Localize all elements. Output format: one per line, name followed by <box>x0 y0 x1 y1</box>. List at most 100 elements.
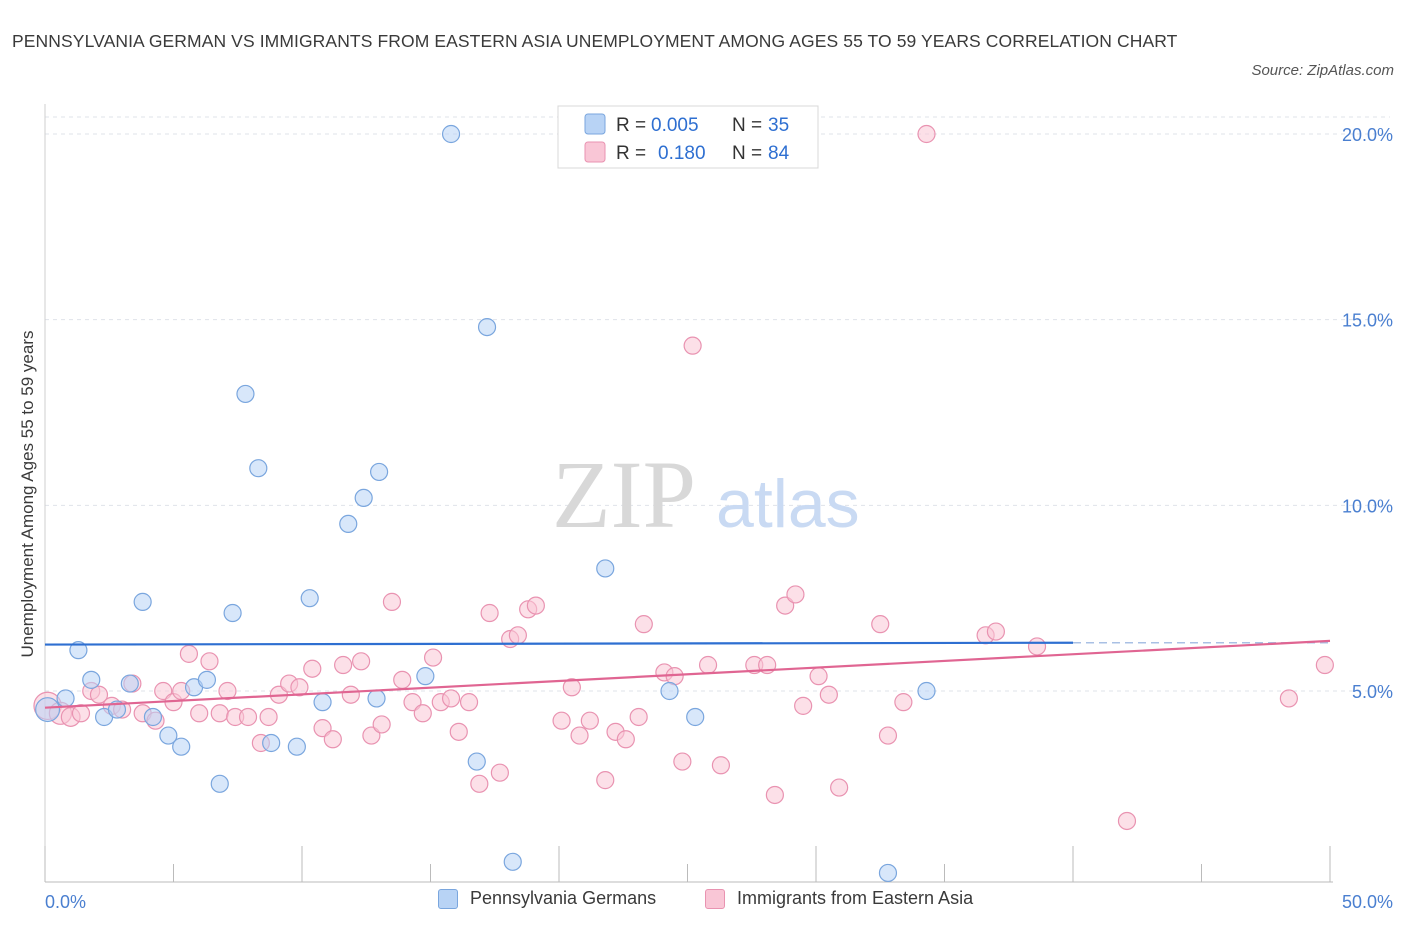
data-point[interactable] <box>580 711 599 730</box>
data-point[interactable] <box>552 711 571 730</box>
data-point[interactable] <box>629 707 648 727</box>
data-point[interactable] <box>133 592 152 611</box>
data-point[interactable] <box>416 667 435 686</box>
data-point[interactable] <box>179 644 199 663</box>
data-point[interactable] <box>120 674 139 693</box>
data-point[interactable] <box>262 733 281 753</box>
data-point[interactable] <box>143 707 163 727</box>
data-point[interactable] <box>323 730 342 749</box>
data-point[interactable] <box>477 317 497 337</box>
data-point[interactable] <box>562 678 581 697</box>
data-point[interactable] <box>313 719 332 738</box>
data-point[interactable] <box>354 488 373 508</box>
data-point[interactable] <box>413 704 432 723</box>
data-point[interactable] <box>382 592 402 611</box>
data-point[interactable] <box>372 715 391 734</box>
data-point[interactable] <box>313 693 332 712</box>
data-point[interactable] <box>1117 811 1137 831</box>
data-point[interactable] <box>596 771 615 790</box>
data-point[interactable] <box>480 603 499 623</box>
data-point[interactable] <box>223 603 242 623</box>
data-point[interactable] <box>470 774 489 793</box>
data-point[interactable] <box>259 707 278 727</box>
data-point[interactable] <box>210 774 229 793</box>
data-point[interactable] <box>673 752 692 771</box>
data-point[interactable] <box>634 615 653 634</box>
data-point[interactable] <box>878 863 898 883</box>
data-point[interactable] <box>1315 655 1334 675</box>
data-point[interactable] <box>290 678 309 697</box>
data-point[interactable] <box>596 559 615 578</box>
data-point[interactable] <box>711 756 731 775</box>
data-point[interactable] <box>236 384 255 404</box>
data-point[interactable] <box>809 667 828 686</box>
data-point[interactable] <box>190 704 209 723</box>
data-point[interactable] <box>794 696 813 715</box>
data-point[interactable] <box>819 685 838 704</box>
data-point[interactable] <box>154 681 173 701</box>
data-point[interactable] <box>89 685 109 704</box>
data-point[interactable] <box>300 589 319 608</box>
data-point[interactable] <box>467 752 486 771</box>
data-point[interactable] <box>986 622 1006 641</box>
data-point[interactable] <box>683 336 702 355</box>
data-point[interactable] <box>107 700 127 719</box>
data-point[interactable] <box>352 652 371 671</box>
data-point[interactable] <box>449 722 468 741</box>
legend-r-label-blue: R = <box>616 115 646 136</box>
data-point[interactable] <box>339 514 358 534</box>
gridlines <box>45 116 1390 692</box>
data-point[interactable] <box>71 704 91 723</box>
data-point[interactable] <box>172 737 191 756</box>
data-point[interactable] <box>503 852 522 871</box>
data-point[interactable] <box>82 670 101 689</box>
data-point[interactable] <box>490 763 509 782</box>
data-point[interactable] <box>917 124 936 144</box>
legend-item-immigrants-eastern-asia[interactable]: Immigrants from Eastern Asia <box>705 888 973 909</box>
data-point[interactable] <box>776 596 795 615</box>
data-point[interactable] <box>871 615 890 634</box>
data-point[interactable] <box>441 124 461 144</box>
data-point[interactable] <box>878 726 898 745</box>
data-point[interactable] <box>393 670 412 689</box>
data-point[interactable] <box>459 693 479 712</box>
data-point[interactable] <box>218 681 237 701</box>
data-point[interactable] <box>526 596 545 615</box>
data-point[interactable] <box>200 652 219 671</box>
data-point[interactable] <box>508 626 527 645</box>
data-point[interactable] <box>159 726 178 745</box>
data-point[interactable] <box>341 685 360 704</box>
data-point[interactable] <box>765 785 784 805</box>
data-point[interactable] <box>35 697 61 723</box>
data-point[interactable] <box>660 681 679 701</box>
data-point[interactable] <box>616 730 635 749</box>
data-point[interactable] <box>1027 637 1047 656</box>
data-point[interactable] <box>238 707 258 727</box>
data-point[interactable] <box>686 707 705 727</box>
data-point[interactable] <box>917 681 936 701</box>
data-point[interactable] <box>287 737 306 756</box>
legend-label: Immigrants from Eastern Asia <box>737 888 974 908</box>
data-point[interactable] <box>69 641 88 660</box>
data-point[interactable] <box>698 655 718 675</box>
data-point[interactable] <box>894 693 913 712</box>
data-point[interactable] <box>830 778 849 797</box>
data-point[interactable] <box>197 670 217 689</box>
data-point[interactable] <box>210 704 229 723</box>
legend-n-label-blue: N = <box>732 115 762 136</box>
legend-item-pennsylvania-germans[interactable]: Pennsylvania Germans <box>438 888 656 909</box>
data-point[interactable] <box>56 689 75 708</box>
legend-n-value-pink: 84 <box>768 143 790 164</box>
data-point[interactable] <box>249 459 268 478</box>
data-point[interactable] <box>362 726 381 745</box>
data-point[interactable] <box>367 689 386 708</box>
data-point[interactable] <box>303 659 322 678</box>
data-point[interactable] <box>423 648 443 667</box>
data-point[interactable] <box>441 689 461 708</box>
data-point[interactable] <box>403 693 422 712</box>
data-point[interactable] <box>370 462 389 482</box>
data-point[interactable] <box>786 585 805 604</box>
data-point[interactable] <box>570 726 589 745</box>
data-point[interactable] <box>334 655 353 675</box>
data-point[interactable] <box>1279 689 1298 708</box>
